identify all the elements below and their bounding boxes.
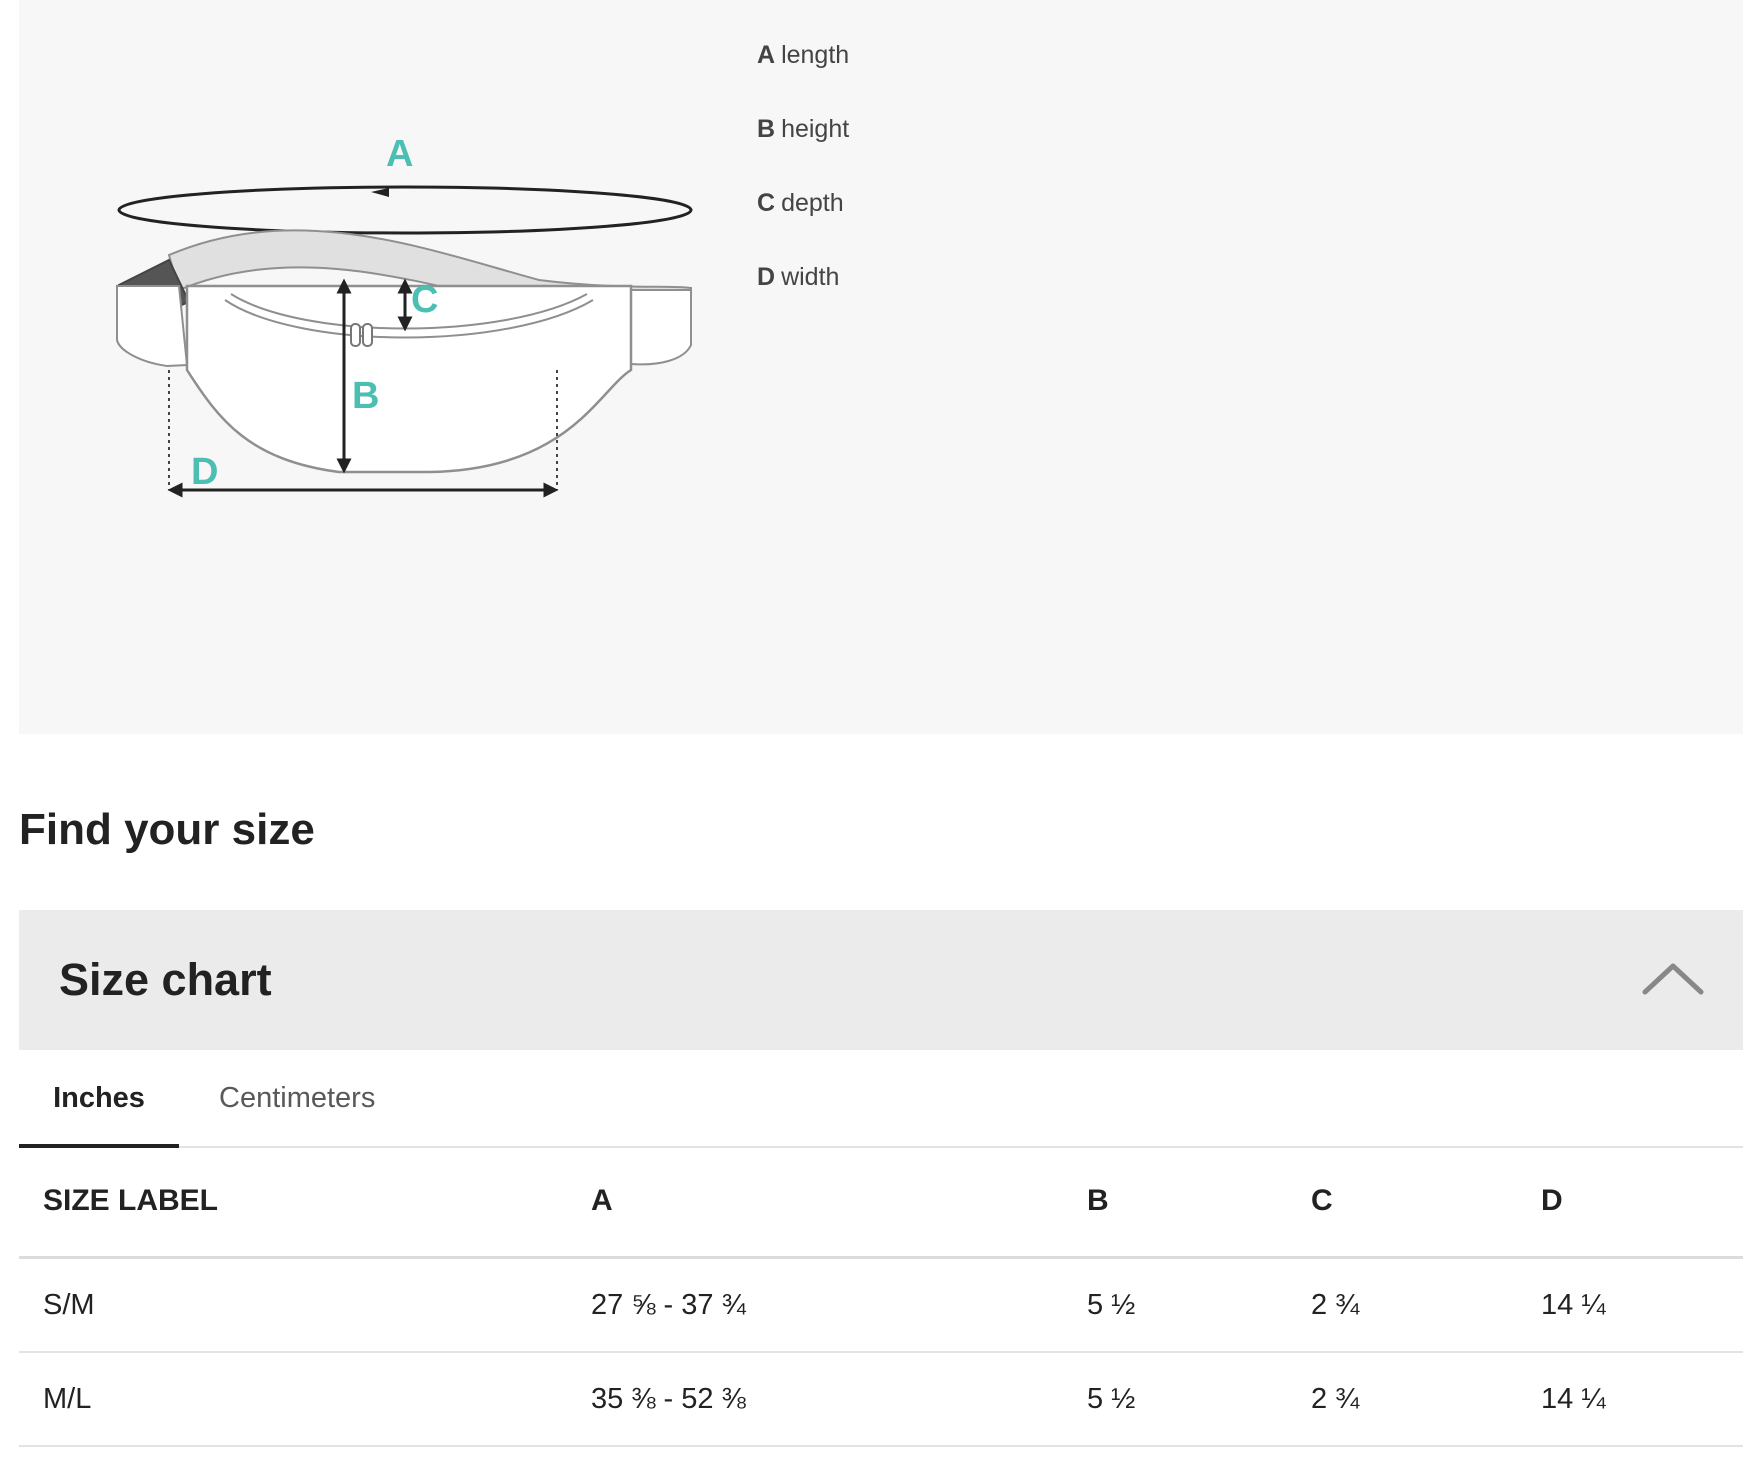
legend-label: depth — [781, 189, 844, 217]
cell-size-label: S/M — [19, 1257, 591, 1353]
cell-size-label: M/L — [19, 1352, 591, 1447]
length-arrow — [371, 188, 389, 197]
column-header-d: D — [1541, 1146, 1743, 1259]
cell-d: 14 ¼ — [1541, 1352, 1743, 1447]
legend-key: B — [757, 115, 776, 143]
legend-key: D — [757, 263, 776, 291]
table-row: M/L 35 ⅜ - 52 ⅜ 5 ½ 2 ¾ 14 ¼ — [19, 1352, 1743, 1447]
belt-bag-illustration: A C B D — [116, 140, 693, 498]
legend-label: length — [781, 41, 850, 69]
cell-a: 35 ⅜ - 52 ⅜ — [591, 1352, 1087, 1447]
diagram-label-b: B — [352, 375, 379, 417]
tab-inches[interactable]: Inches — [19, 1050, 179, 1148]
cell-a: 27 ⅝ - 37 ¾ — [591, 1257, 1087, 1353]
bag-strap-right-end — [630, 289, 692, 366]
size-table: SIZE LABEL A B C D S/M 27 ⅝ - 37 ¾ 5 ½ 2… — [19, 1146, 1743, 1447]
unit-tabs: Inches Centimeters — [19, 1050, 1743, 1148]
cell-c: 2 ¾ — [1311, 1352, 1541, 1447]
column-header-b: B — [1087, 1146, 1311, 1259]
table-header-row: SIZE LABEL A B C D — [19, 1146, 1743, 1259]
column-header-c: C — [1311, 1146, 1541, 1259]
column-header-a: A — [591, 1146, 1087, 1259]
diagram-label-c: C — [411, 279, 438, 321]
tab-centimeters[interactable]: Centimeters — [219, 1082, 376, 1114]
cell-d: 14 ¼ — [1541, 1257, 1743, 1353]
bag-strap-left-end — [116, 285, 189, 368]
cell-b: 5 ½ — [1087, 1352, 1311, 1447]
zipper-arc-outer — [224, 299, 594, 339]
column-header-size-label: SIZE LABEL — [19, 1146, 591, 1259]
chevron-up-icon[interactable] — [1641, 958, 1705, 998]
zipper-pull — [350, 323, 373, 347]
table-row: S/M 27 ⅝ - 37 ¾ 5 ½ 2 ¾ 14 ¼ — [19, 1257, 1743, 1353]
diagram-label-d: D — [191, 451, 218, 493]
cell-b: 5 ½ — [1087, 1257, 1311, 1353]
size-chart-title: Size chart — [59, 954, 272, 1005]
diagram-label-a: A — [386, 140, 413, 175]
size-chart-accordion-header[interactable]: Size chart — [19, 910, 1743, 1050]
legend-label: width — [781, 263, 840, 291]
find-your-size-heading: Find your size — [19, 805, 315, 854]
cell-c: 2 ¾ — [1311, 1257, 1541, 1353]
length-loop — [117, 185, 693, 235]
legend-key: C — [757, 189, 776, 217]
bag-body — [185, 284, 633, 474]
legend-label: height — [781, 115, 850, 143]
legend-key: A — [757, 41, 776, 69]
